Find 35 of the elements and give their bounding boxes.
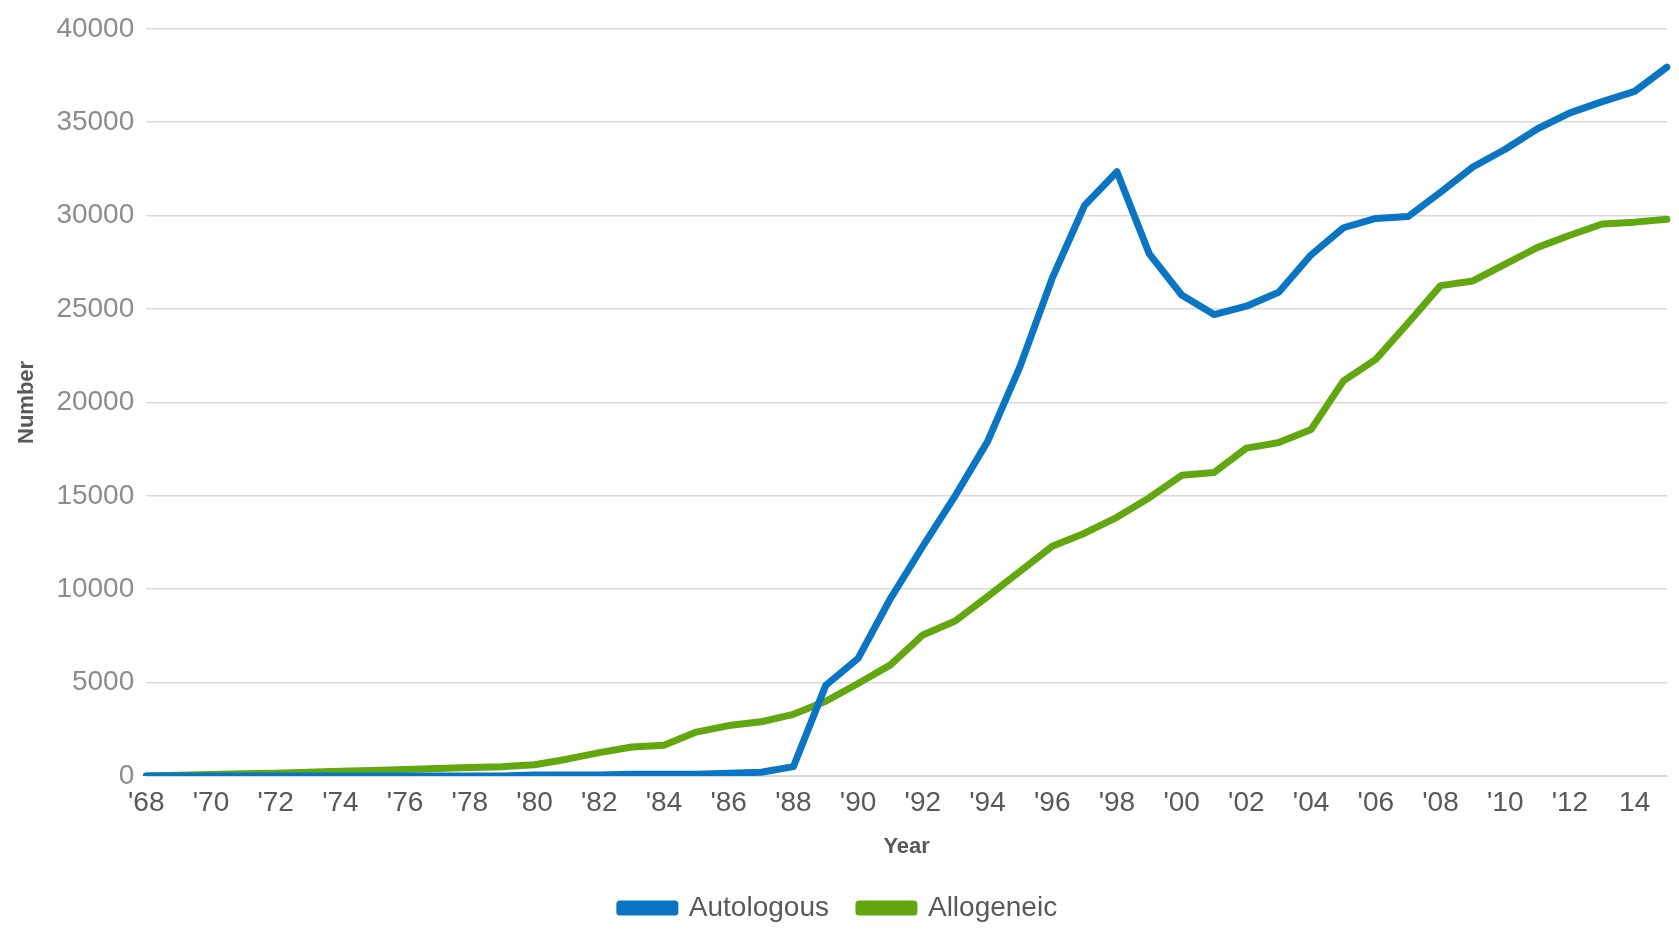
legend-label: Autologous [688,890,829,922]
y-tick-label: 25000 [56,291,135,323]
x-tick-label: '74 [322,785,359,817]
y-tick-label: 5000 [71,665,135,697]
x-tick-label: '78 [451,785,489,817]
y-tick-label: 15000 [56,478,135,510]
y-tick-label: 30000 [56,198,135,230]
x-tick-label: '86 [710,785,747,817]
legend-label: Allogeneic [927,890,1058,922]
x-tick-label: '72 [257,785,294,817]
x-tick-label: '96 [1033,785,1071,817]
x-tick-label: '12 [1551,785,1589,817]
x-tick-label: '02 [1228,785,1265,817]
x-tick-label: '10 [1486,785,1524,817]
x-tick-label: '92 [904,785,942,817]
x-tick-label: '94 [969,785,1006,817]
x-axis-title: Year [883,832,931,858]
x-tick-label: 14 [1619,785,1651,817]
x-tick-label: '88 [775,785,812,817]
y-tick-label: 20000 [56,385,135,417]
x-tick-label: '08 [1422,785,1459,817]
x-tick-label: '82 [581,785,618,817]
x-tick-label: '76 [386,785,424,817]
y-axis-title: Number [13,360,39,444]
x-tick-label: '84 [645,785,683,817]
x-tick-label: '80 [516,785,553,817]
y-tick-label: 10000 [56,571,135,603]
x-tick-label: '70 [192,785,230,817]
x-tick-label: '04 [1292,785,1330,817]
x-tick-label: '00 [1163,785,1200,817]
x-tick-label: '06 [1357,785,1395,817]
x-tick-label: '90 [839,785,877,817]
y-tick-label: 35000 [56,104,135,136]
y-tick-label: 40000 [56,11,135,43]
x-tick-label: '98 [1098,785,1136,817]
